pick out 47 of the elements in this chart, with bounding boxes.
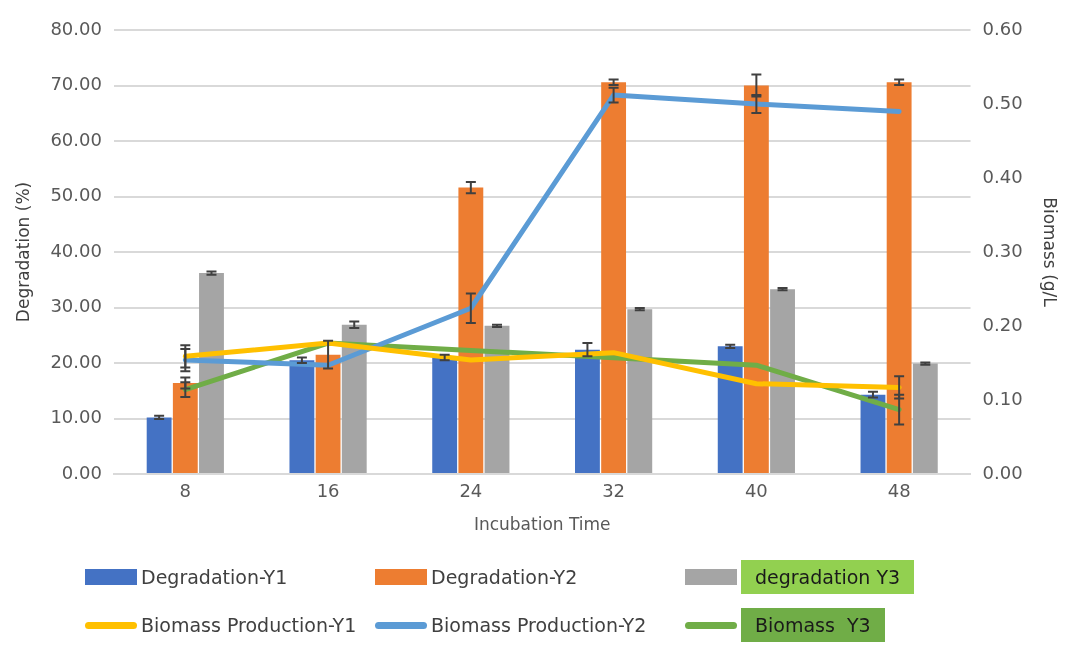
y-tick-label: 30.00 <box>50 295 102 317</box>
legend-label: Biomass Y3 <box>741 608 885 642</box>
legend-label: Biomass Production-Y1 <box>141 614 357 636</box>
y2-tick-label: 0.00 <box>982 461 1023 483</box>
y-tick-label: 60.00 <box>50 128 102 150</box>
bar <box>146 417 172 473</box>
y-tick-label: 0.00 <box>61 461 102 483</box>
bar <box>432 357 458 473</box>
bar <box>315 354 341 473</box>
y2-tick-label: 0.60 <box>982 17 1023 39</box>
x-tick-label: 16 <box>316 480 340 502</box>
y2-tick-label: 0.20 <box>982 313 1023 335</box>
bar <box>912 363 938 473</box>
x-tick-label: 24 <box>459 480 483 502</box>
bar <box>289 360 315 473</box>
bar <box>575 349 600 473</box>
bar <box>770 289 795 473</box>
legend-label: degradation Y3 <box>741 560 915 594</box>
bar <box>601 82 627 473</box>
y2-tick-label: 0.30 <box>982 239 1023 261</box>
bar <box>886 82 912 473</box>
y-tick-label: 80.00 <box>50 17 102 39</box>
bar <box>627 309 653 473</box>
legend-label: Degradation-Y2 <box>431 566 578 588</box>
bar <box>341 324 367 473</box>
x-tick-label: 48 <box>887 480 911 502</box>
y2-axis-title: Biomass (g/L <box>1040 197 1061 308</box>
y2-tick-label: 0.50 <box>982 91 1023 113</box>
x-tick-label: 8 <box>179 480 192 502</box>
y-tick-label: 10.00 <box>50 406 102 428</box>
x-axis-title: Incubation Time <box>473 514 611 535</box>
bar <box>743 85 769 473</box>
x-tick-label: 32 <box>602 480 626 502</box>
y-axis-title: Degradation (%) <box>12 181 33 323</box>
y-tick-label: 20.00 <box>50 350 102 372</box>
legend-label: Degradation-Y1 <box>141 566 288 588</box>
y-tick-label: 70.00 <box>50 73 102 95</box>
bar <box>199 273 224 473</box>
y-tick-label: 50.00 <box>50 184 102 206</box>
bar <box>172 382 198 473</box>
y2-tick-label: 0.10 <box>982 387 1023 409</box>
bar <box>458 187 484 473</box>
y2-tick-label: 0.40 <box>982 165 1023 187</box>
legend-label: Biomass Production-Y2 <box>431 614 647 636</box>
y-tick-label: 40.00 <box>50 239 102 261</box>
x-tick-label: 40 <box>744 480 768 502</box>
bar <box>717 346 743 473</box>
